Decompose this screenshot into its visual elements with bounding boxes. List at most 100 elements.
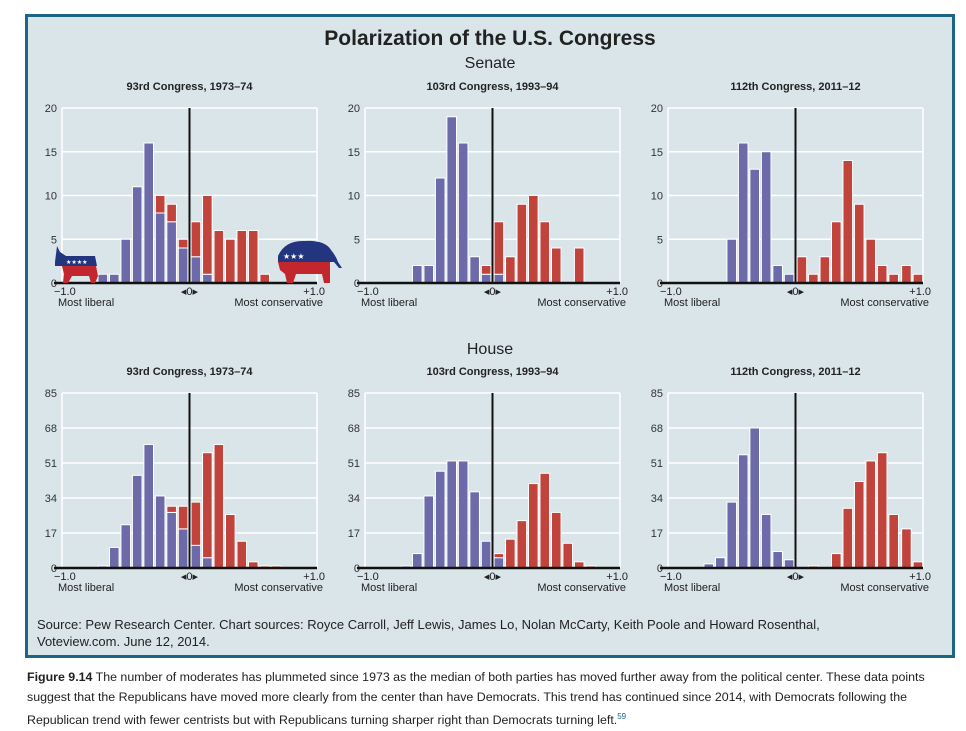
bar-republican — [202, 452, 213, 559]
bar-republican — [505, 538, 516, 569]
bar-republican — [493, 221, 505, 275]
bar-democrat — [760, 151, 772, 284]
y-tick-label: 10 — [348, 191, 360, 203]
bar-democrat — [772, 551, 783, 569]
histogram-panel: 112th Congress, 2011–12 0 5 10 15 20 −1.0 +1.0 ◂… — [651, 81, 931, 309]
bar-republican — [225, 238, 236, 284]
bar-republican — [808, 273, 819, 284]
figure-caption: Figure 9.14 The number of moderates has … — [27, 668, 947, 731]
bar-republican — [528, 483, 539, 569]
bar-democrat — [493, 273, 505, 284]
bar-republican — [516, 520, 528, 569]
senate-label: Senate — [465, 55, 516, 72]
bar-democrat — [749, 427, 761, 569]
histogram-panel: 112th Congress, 2011–12 0 17 34 51 68 85 −1.0 +1… — [651, 366, 931, 594]
bar-democrat — [446, 116, 457, 284]
x-label-conservative: Most conservative — [234, 582, 323, 594]
bar-democrat — [434, 177, 446, 284]
bar-democrat — [143, 142, 154, 284]
bar-democrat — [108, 546, 120, 569]
bar-republican — [516, 203, 528, 284]
x-tick-center: ◂0▸ — [181, 286, 199, 298]
bar-republican — [550, 247, 562, 284]
x-label-liberal: Most liberal — [664, 582, 720, 594]
x-tick-center: ◂0▸ — [484, 286, 502, 298]
bar-republican — [154, 195, 166, 214]
democratic-donkey-icon: ★★★★ — [55, 246, 98, 283]
y-tick-label: 10 — [651, 191, 663, 203]
panel-title: 93rd Congress, 1973–74 — [127, 81, 254, 93]
bar-republican — [819, 256, 831, 284]
y-tick-label: 5 — [354, 234, 360, 246]
histogram-panel: 93rd Congress, 1973–74 0 5 10 15 20 −1.0 +1.0 ◂0… — [45, 81, 342, 309]
bar-democrat — [166, 511, 177, 569]
x-label-liberal: Most liberal — [664, 297, 720, 309]
bar-republican — [865, 460, 877, 569]
x-tick-center: ◂0▸ — [787, 571, 805, 583]
bar-republican — [177, 505, 189, 530]
bar-republican — [480, 265, 492, 275]
y-tick-label: 85 — [45, 388, 57, 400]
footnote-link[interactable]: 59 — [617, 712, 627, 721]
x-tick-center: ◂0▸ — [787, 286, 805, 298]
y-tick-label: 68 — [45, 423, 57, 435]
bar-republican — [831, 553, 842, 569]
bar-republican — [177, 238, 189, 249]
x-label-conservative: Most conservative — [537, 582, 626, 594]
bar-republican — [236, 230, 248, 284]
bar-democrat — [457, 460, 469, 569]
bar-democrat — [177, 528, 189, 569]
x-tick-left: −1.0 — [54, 286, 76, 298]
histogram-panel: 93rd Congress, 1973–74 0 17 34 51 68 85 −1.0 +1.… — [45, 366, 325, 594]
bar-republican — [876, 265, 888, 284]
y-tick-label: 15 — [45, 147, 57, 159]
bar-democrat — [480, 540, 492, 569]
svg-text:★★★: ★★★ — [283, 252, 305, 261]
bar-democrat — [469, 256, 480, 284]
bar-democrat — [97, 273, 109, 284]
y-tick-label: 5 — [51, 234, 57, 246]
bar-democrat — [434, 470, 446, 569]
panel-title: 112th Congress, 2011–12 — [730, 81, 860, 93]
bar-republican — [796, 256, 808, 284]
bar-democrat — [783, 273, 795, 284]
y-tick-label: 20 — [651, 103, 663, 115]
caption-text: The number of moderates has plummeted si… — [27, 670, 925, 728]
x-tick-center: ◂0▸ — [181, 571, 199, 583]
bar-republican — [901, 528, 912, 569]
bar-democrat — [131, 474, 143, 569]
bar-democrat — [726, 501, 738, 569]
bar-republican — [213, 230, 225, 284]
bar-republican — [528, 195, 539, 284]
y-tick-label: 0 — [657, 563, 663, 575]
x-tick-left: −1.0 — [357, 286, 379, 298]
bar-democrat — [190, 544, 202, 569]
bar-democrat — [760, 513, 772, 569]
y-tick-label: 20 — [45, 103, 57, 115]
y-tick-label: 51 — [45, 458, 57, 470]
bar-democrat — [737, 454, 749, 569]
y-tick-label: 0 — [657, 278, 663, 290]
x-label-liberal: Most liberal — [58, 582, 114, 594]
bar-republican — [888, 513, 899, 569]
bar-republican — [539, 472, 551, 569]
bar-republican — [213, 443, 225, 569]
y-tick-label: 51 — [348, 458, 360, 470]
bar-republican — [190, 501, 202, 546]
x-tick-right: +1.0 — [606, 286, 628, 298]
y-tick-label: 15 — [348, 147, 360, 159]
polarization-chart: Polarization of the U.S. Congress Senate… — [37, 27, 931, 649]
y-tick-label: 20 — [348, 103, 360, 115]
y-tick-label: 0 — [51, 563, 57, 575]
bar-republican — [876, 452, 888, 569]
x-label-conservative: Most conservative — [537, 297, 626, 309]
y-tick-label: 17 — [348, 528, 360, 540]
x-tick-center: ◂0▸ — [484, 571, 502, 583]
y-tick-label: 0 — [354, 563, 360, 575]
histogram-panel: 103rd Congress, 1993–94 0 5 10 15 20 −1.0 +1.0 ◂… — [348, 81, 628, 309]
bar-democrat — [154, 212, 166, 284]
x-label-liberal: Most liberal — [361, 297, 417, 309]
bar-republican — [247, 230, 259, 284]
chart-title: Polarization of the U.S. Congress — [324, 27, 655, 50]
bar-republican — [259, 273, 271, 284]
